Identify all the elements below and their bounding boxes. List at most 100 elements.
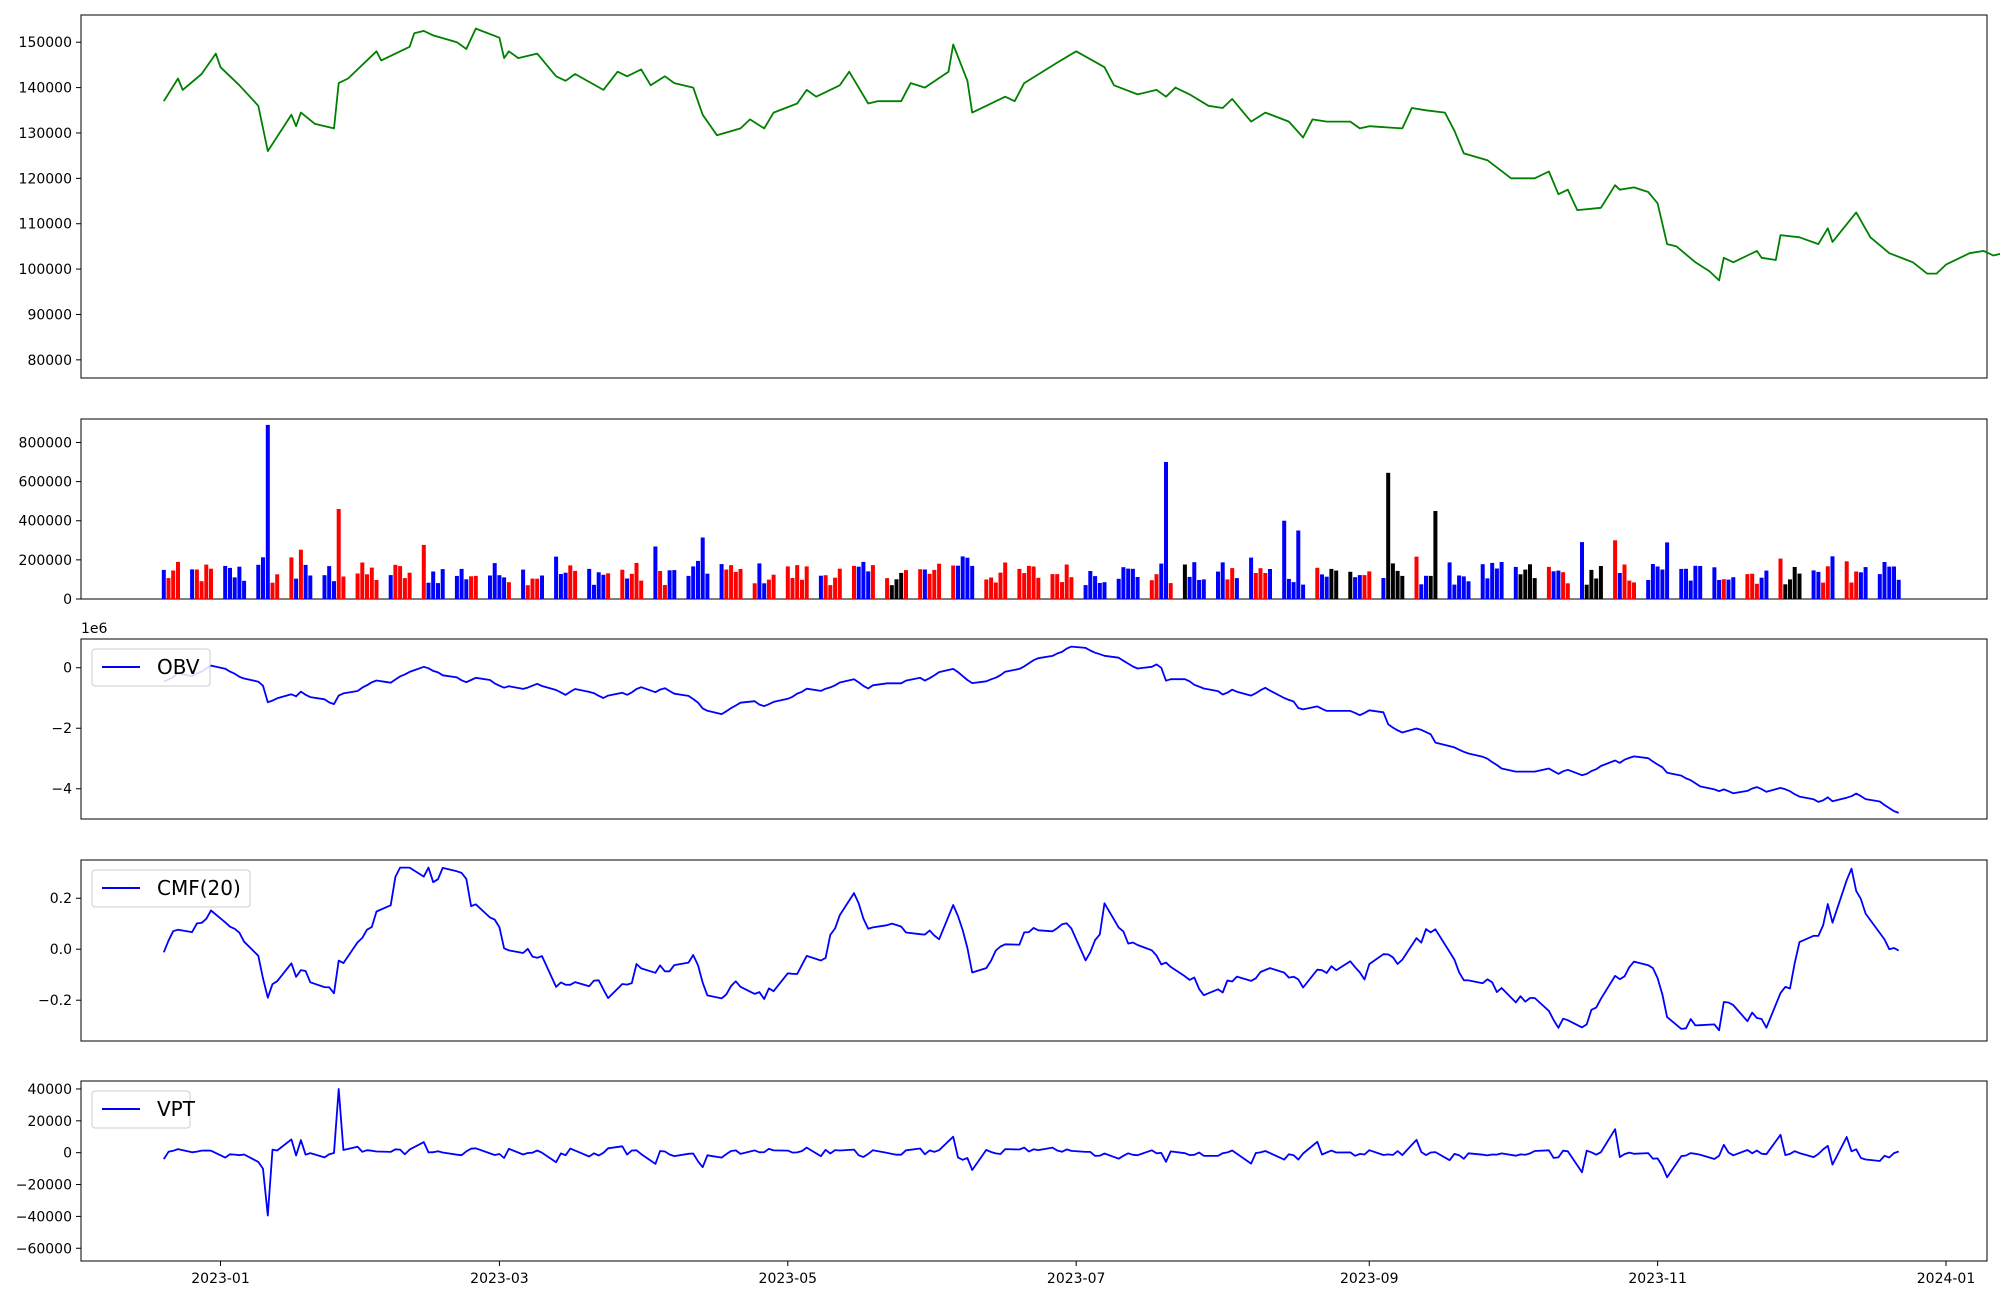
- obv-legend: OBV: [91, 648, 211, 687]
- volume-bar: [1655, 566, 1660, 599]
- x-tick-label: 2024-01: [1917, 1271, 1976, 1287]
- volume-bar: [771, 574, 776, 599]
- volume-ytick-label: 800000: [19, 435, 72, 451]
- volume-bar: [369, 567, 374, 599]
- volume-bar: [639, 580, 644, 599]
- volume-bar: [1494, 568, 1499, 599]
- volume-bar: [1896, 579, 1901, 599]
- volume-bar: [535, 578, 540, 599]
- volume-bar: [1513, 566, 1518, 599]
- obv-ytick-label: −4: [51, 782, 72, 798]
- volume-bar: [1698, 566, 1703, 599]
- volume-bar: [1461, 576, 1466, 599]
- volume-bar: [1121, 567, 1126, 599]
- volume-bar: [1093, 576, 1098, 599]
- x-tick-label: 2023-01: [191, 1271, 250, 1287]
- volume-bar: [1102, 582, 1107, 599]
- volume-bar: [228, 567, 232, 599]
- volume-bar: [937, 563, 942, 599]
- volume-bar: [360, 562, 365, 599]
- volume-bar: [540, 575, 544, 599]
- volume-bar: [927, 573, 932, 599]
- volume-bar: [1632, 582, 1636, 599]
- price-ytick-label: 130000: [19, 126, 72, 142]
- volume-bar: [1334, 570, 1339, 599]
- cmf-axes-frame: [80, 859, 1988, 1042]
- volume-bar: [1324, 576, 1329, 599]
- volume-bar: [790, 578, 795, 599]
- obv-line: [163, 645, 1900, 814]
- volume-bar: [1556, 570, 1561, 599]
- volume-bar: [1097, 583, 1102, 599]
- volume-bar: [1825, 566, 1830, 599]
- volume-bar: [1220, 562, 1225, 599]
- volume-bar: [866, 571, 871, 599]
- volume-bar: [1778, 558, 1783, 599]
- volume-ytick-label: 400000: [19, 514, 72, 530]
- volume-bar: [620, 569, 625, 599]
- price-line: [163, 27, 2000, 282]
- volume-bar: [1296, 530, 1301, 599]
- volume-bar: [1882, 562, 1887, 599]
- obv-ytick-label: 0: [63, 661, 72, 677]
- volume-bar: [998, 572, 1003, 599]
- obv-legend-label: OBV: [157, 655, 200, 679]
- volume-bar: [852, 565, 856, 599]
- volume-bar: [724, 569, 729, 599]
- volume-bar: [1821, 582, 1826, 599]
- volume-ytick-label: 200000: [19, 553, 72, 569]
- x-tick-label: 2023-09: [1340, 1271, 1399, 1287]
- volume-bar: [785, 566, 790, 599]
- volume-bar: [176, 561, 180, 599]
- volume-bar: [1126, 568, 1131, 599]
- volume-bar: [1286, 578, 1291, 599]
- volume-bar: [904, 570, 908, 599]
- volume-bar: [1721, 579, 1726, 599]
- volume-bar: [1187, 576, 1192, 599]
- volume-bar: [1594, 578, 1599, 599]
- volume-bar: [766, 579, 771, 599]
- volume-bar: [1026, 565, 1031, 599]
- volume-bar: [719, 564, 724, 599]
- volume-bar: [738, 569, 743, 599]
- volume-bar: [828, 585, 833, 599]
- volume-bar: [502, 577, 507, 599]
- volume-bar: [634, 562, 639, 599]
- volume-bar: [1263, 573, 1268, 599]
- volume-bar: [1064, 564, 1069, 599]
- volume-bar: [256, 564, 261, 599]
- volume-bar: [1216, 571, 1220, 599]
- volume-bar: [1357, 575, 1362, 599]
- x-tick-label: 2023-07: [1047, 1271, 1106, 1287]
- volume-bar: [1230, 568, 1235, 599]
- x-tick-label: 2023-03: [470, 1271, 529, 1287]
- volume-bar: [625, 578, 630, 599]
- obv-legend-box: [91, 648, 211, 687]
- volume-bar: [662, 585, 667, 599]
- volume-bar: [454, 575, 459, 599]
- volume-ytick-label: 600000: [19, 475, 72, 491]
- vpt-legend-box: [91, 1090, 191, 1129]
- volume-bar: [1060, 582, 1064, 599]
- volume-bar: [365, 574, 369, 599]
- volume-bar: [729, 565, 734, 599]
- volume-bar: [194, 569, 199, 599]
- volume-bar: [327, 566, 332, 599]
- volume-bar: [308, 575, 313, 599]
- obv-offset-label: 1e6: [81, 621, 108, 637]
- x-tick-label: 2023-11: [1628, 1271, 1687, 1287]
- volume-bar: [1546, 566, 1551, 599]
- volume-bar: [1249, 557, 1254, 599]
- volume-bar: [459, 568, 464, 599]
- volume-bar: [1381, 578, 1386, 599]
- volume-bar: [374, 580, 379, 599]
- volume-bar: [171, 570, 176, 599]
- volume-bar: [1617, 573, 1622, 599]
- volume-bar: [1764, 570, 1769, 599]
- volume-bar: [199, 581, 204, 599]
- price-ytick-label: 110000: [19, 217, 72, 233]
- volume-bar: [426, 582, 431, 599]
- cmf-legend: CMF(20): [91, 869, 251, 908]
- volume-bar: [209, 568, 213, 599]
- vpt-ytick-label: 20000: [27, 1114, 72, 1130]
